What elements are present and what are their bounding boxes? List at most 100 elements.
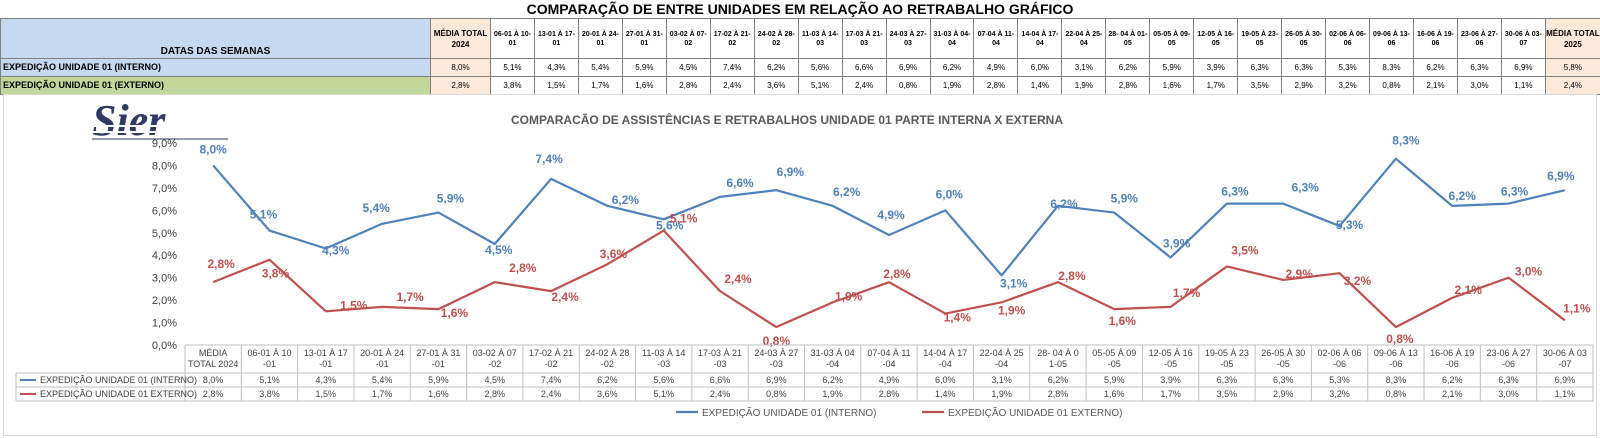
data-label: 4,5%: [485, 243, 513, 257]
table-value: 1,9%: [991, 389, 1012, 399]
row-value: 3,9%: [1193, 58, 1239, 77]
table-value: 1,7%: [372, 389, 393, 399]
row-value: 3,0%: [1456, 76, 1502, 95]
row-value: 6,6%: [841, 58, 887, 77]
table-value: 2,8%: [879, 389, 900, 399]
x-tick-label: 24-02 À 28 -02: [585, 348, 629, 369]
table-value: 4,9%: [879, 375, 900, 385]
table-value: 1,6%: [1104, 389, 1125, 399]
y-tick-label: 1,0%: [152, 318, 177, 330]
row-value: 1,9%: [1061, 76, 1107, 95]
x-tick-label: 12-05 À 16 -05: [1149, 348, 1193, 369]
row-value: 5,9%: [1149, 58, 1195, 77]
x-tick-label: 28- 04 À 0 1-05: [1037, 348, 1079, 369]
x-tick-label: 02-06 À 06 -06: [1318, 348, 1362, 369]
table-value: 2,8%: [485, 389, 506, 399]
data-label: 2,8%: [883, 267, 911, 281]
week-header: 17-03 À 21-03: [841, 18, 887, 59]
row-value: 5,1%: [797, 76, 843, 95]
table-value: 2,1%: [1442, 389, 1463, 399]
table-value: 5,4%: [372, 375, 393, 385]
legend-label: EXPEDIÇÃO UNIDADE 01 (INTERNO): [702, 406, 876, 419]
table-series-name: EXPEDIÇÃO UNIDADE 01 (INTERNO): [40, 375, 197, 385]
data-label: 2,9%: [1286, 267, 1314, 281]
x-tick-label: 14-04 À 17 -04: [923, 348, 967, 369]
chart-frame: Sier COMPARACÃO DE ASSISTÊNCIAS E RETRABA…: [3, 94, 1597, 436]
data-label: 6,2%: [1449, 189, 1477, 203]
logo-text: Sier: [92, 96, 166, 145]
table-value: 6,3%: [1273, 375, 1294, 385]
data-label: 3,9%: [1163, 236, 1191, 250]
table-value: 4,5%: [485, 375, 506, 385]
row-value: 6,2%: [753, 58, 799, 77]
data-label: 6,2%: [1050, 197, 1078, 211]
table-value: 1,5%: [316, 389, 337, 399]
row-value: 0,8%: [885, 76, 931, 95]
table-value: 5,3%: [1329, 375, 1350, 385]
x-tick-label: 26-05 À 30 -05: [1261, 348, 1305, 369]
row-value: 2,1%: [1413, 76, 1458, 95]
row-avg-2024: 2,8%: [430, 76, 491, 95]
row-value: 1,6%: [621, 76, 667, 95]
x-tick-label: 16-06 À 19 -06: [1430, 348, 1474, 369]
x-tick-label: 23-06 À 27 -06: [1486, 348, 1530, 369]
data-label: 1,9%: [998, 303, 1026, 317]
data-label: 0,8%: [763, 334, 791, 348]
data-label: 5,9%: [437, 192, 465, 206]
table-value: 6,2%: [1048, 375, 1069, 385]
row-value: 2,8%: [1105, 76, 1151, 95]
row-value: 6,2%: [1105, 58, 1151, 77]
y-tick-label: 6,0%: [152, 205, 177, 217]
x-tick-label: 11-03 À 14 -03: [642, 348, 685, 369]
week-header: 20-01 À 24-01: [577, 18, 623, 59]
data-label: 6,2%: [612, 193, 640, 207]
row-value: 7,4%: [709, 58, 755, 77]
table-value: 6,9%: [766, 375, 787, 385]
data-label: 1,6%: [1109, 314, 1137, 328]
line-chart: Sier COMPARACÃO DE ASSISTÊNCIAS E RETRABA…: [15, 96, 1594, 419]
data-label: 5,3%: [1336, 218, 1364, 232]
row-value: 2,9%: [1281, 76, 1327, 95]
table-value: 2,9%: [1273, 389, 1294, 399]
table-value: 6,2%: [822, 375, 843, 385]
x-tick-label: MÉDIA TOTAL 2024: [188, 348, 238, 369]
y-tick-label: 2,0%: [152, 295, 177, 307]
table-value: 5,1%: [259, 375, 280, 385]
table-value: 2,8%: [203, 389, 224, 399]
row-value: 5,9%: [621, 58, 667, 77]
table-value: 5,1%: [653, 389, 674, 399]
data-label: 6,3%: [1221, 185, 1249, 199]
data-label: 1,6%: [441, 306, 469, 320]
row-value: 1,7%: [1193, 76, 1239, 95]
data-label: 4,3%: [322, 243, 350, 257]
table-value: 6,3%: [1498, 375, 1519, 385]
row-value: 3,2%: [1325, 76, 1371, 95]
x-tick-label: 20-01 À 24 -01: [360, 348, 404, 369]
avg-2025-header: MÉDIA TOTAL 2025: [1544, 18, 1600, 59]
row-value: 4,5%: [665, 58, 711, 77]
row-value: 5,6%: [797, 58, 843, 77]
row-value: 6,3%: [1237, 58, 1283, 77]
y-axis: 0,0% 1,0% 2,0% 3,0% 4,0% 5,0% 6,0% 7,0% 8,0% 9,0%: [152, 138, 177, 352]
data-label: 8,3%: [1392, 134, 1420, 148]
table-value: 1,7%: [1160, 389, 1181, 399]
x-tick-label: 24-03 À 27 -03: [754, 348, 798, 369]
logo-stripe: [90, 131, 230, 133]
data-label: 3,2%: [1344, 274, 1372, 288]
x-tick-label: 27-01 À 31 -01: [416, 348, 460, 369]
table-value: 3,9%: [1160, 375, 1181, 385]
row-value: 1,4%: [1017, 76, 1063, 95]
table-value: 6,9%: [1555, 375, 1576, 385]
data-label: 8,0%: [199, 142, 227, 156]
data-label: 5,1%: [670, 212, 698, 226]
week-header: 11-03 À 14-03: [797, 18, 843, 59]
x-tick-label: 03-02 À 07 -02: [473, 348, 517, 369]
data-label: 6,3%: [1292, 181, 1320, 195]
table-value: 6,6%: [710, 375, 731, 385]
table-value: 3,5%: [1217, 389, 1238, 399]
table-value: 1,6%: [428, 389, 449, 399]
data-label: 5,4%: [362, 201, 390, 215]
week-header: 26-05 À 30-05: [1281, 18, 1327, 59]
table-value: 2,4%: [541, 389, 562, 399]
x-tick-label: 22-04 À 25 -04: [980, 348, 1024, 369]
